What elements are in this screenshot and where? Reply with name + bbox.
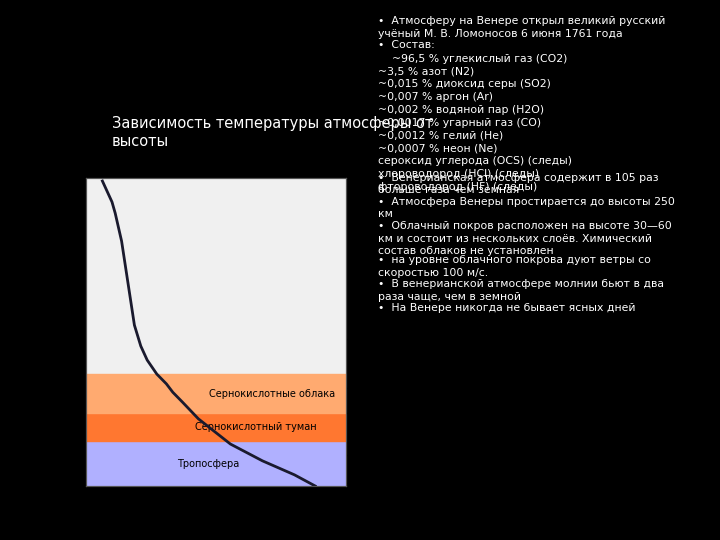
Text: •  Облачный покров расположен на высоте 30—60
км и состоит из нескольких слоёв. : • Облачный покров расположен на высоте 3… [378,221,672,256]
Text: •  Состав:: • Состав: [378,40,435,50]
X-axis label: Температура (°C): Температура (°C) [165,509,267,519]
Bar [86,413,346,441]
Text: •  Венерианская атмосфера содержит в 105 раз
больше газа чем земная: • Венерианская атмосфера содержит в 105 … [378,173,658,195]
Y-axis label: Давление (бар): Давление (бар) [382,292,392,372]
Text: ~96,5 % углекислый газ (CO2)
~3,5 % азот (N2)
~0,015 % диоксид серы (SO2)
~0,007: ~96,5 % углекислый газ (CO2) ~3,5 % азот… [378,54,572,192]
Bar [86,441,346,486]
Text: •  на уровне облачного покрова дуют ветры со
скоростью 100 м/с.: • на уровне облачного покрова дуют ветры… [378,255,651,278]
Text: •  На Венере никогда не бывает ясных дней: • На Венере никогда не бывает ясных дней [378,303,635,313]
Text: Тропосфера: Тропосфера [177,458,239,469]
Text: •  Атмосфера Венеры простирается до высоты 250
км: • Атмосфера Венеры простирается до высот… [378,197,675,219]
Text: •  Атмосферу на Венере открыл великий русский
учёный М. В. Ломоносов 6 июня 1761: • Атмосферу на Венере открыл великий рус… [378,16,665,39]
Text: Сернокислотные облака: Сернокислотные облака [209,389,335,399]
Text: Сернокислотный туман: Сернокислотный туман [195,422,317,432]
Text: Зависимость температуры атмосферы от
высоты: Зависимость температуры атмосферы от выс… [112,116,433,148]
Text: •  В венерианской атмосфере молнии бьют в два
раза чаще, чем в земной: • В венерианской атмосфере молнии бьют в… [378,279,664,302]
Bar [86,374,346,413]
